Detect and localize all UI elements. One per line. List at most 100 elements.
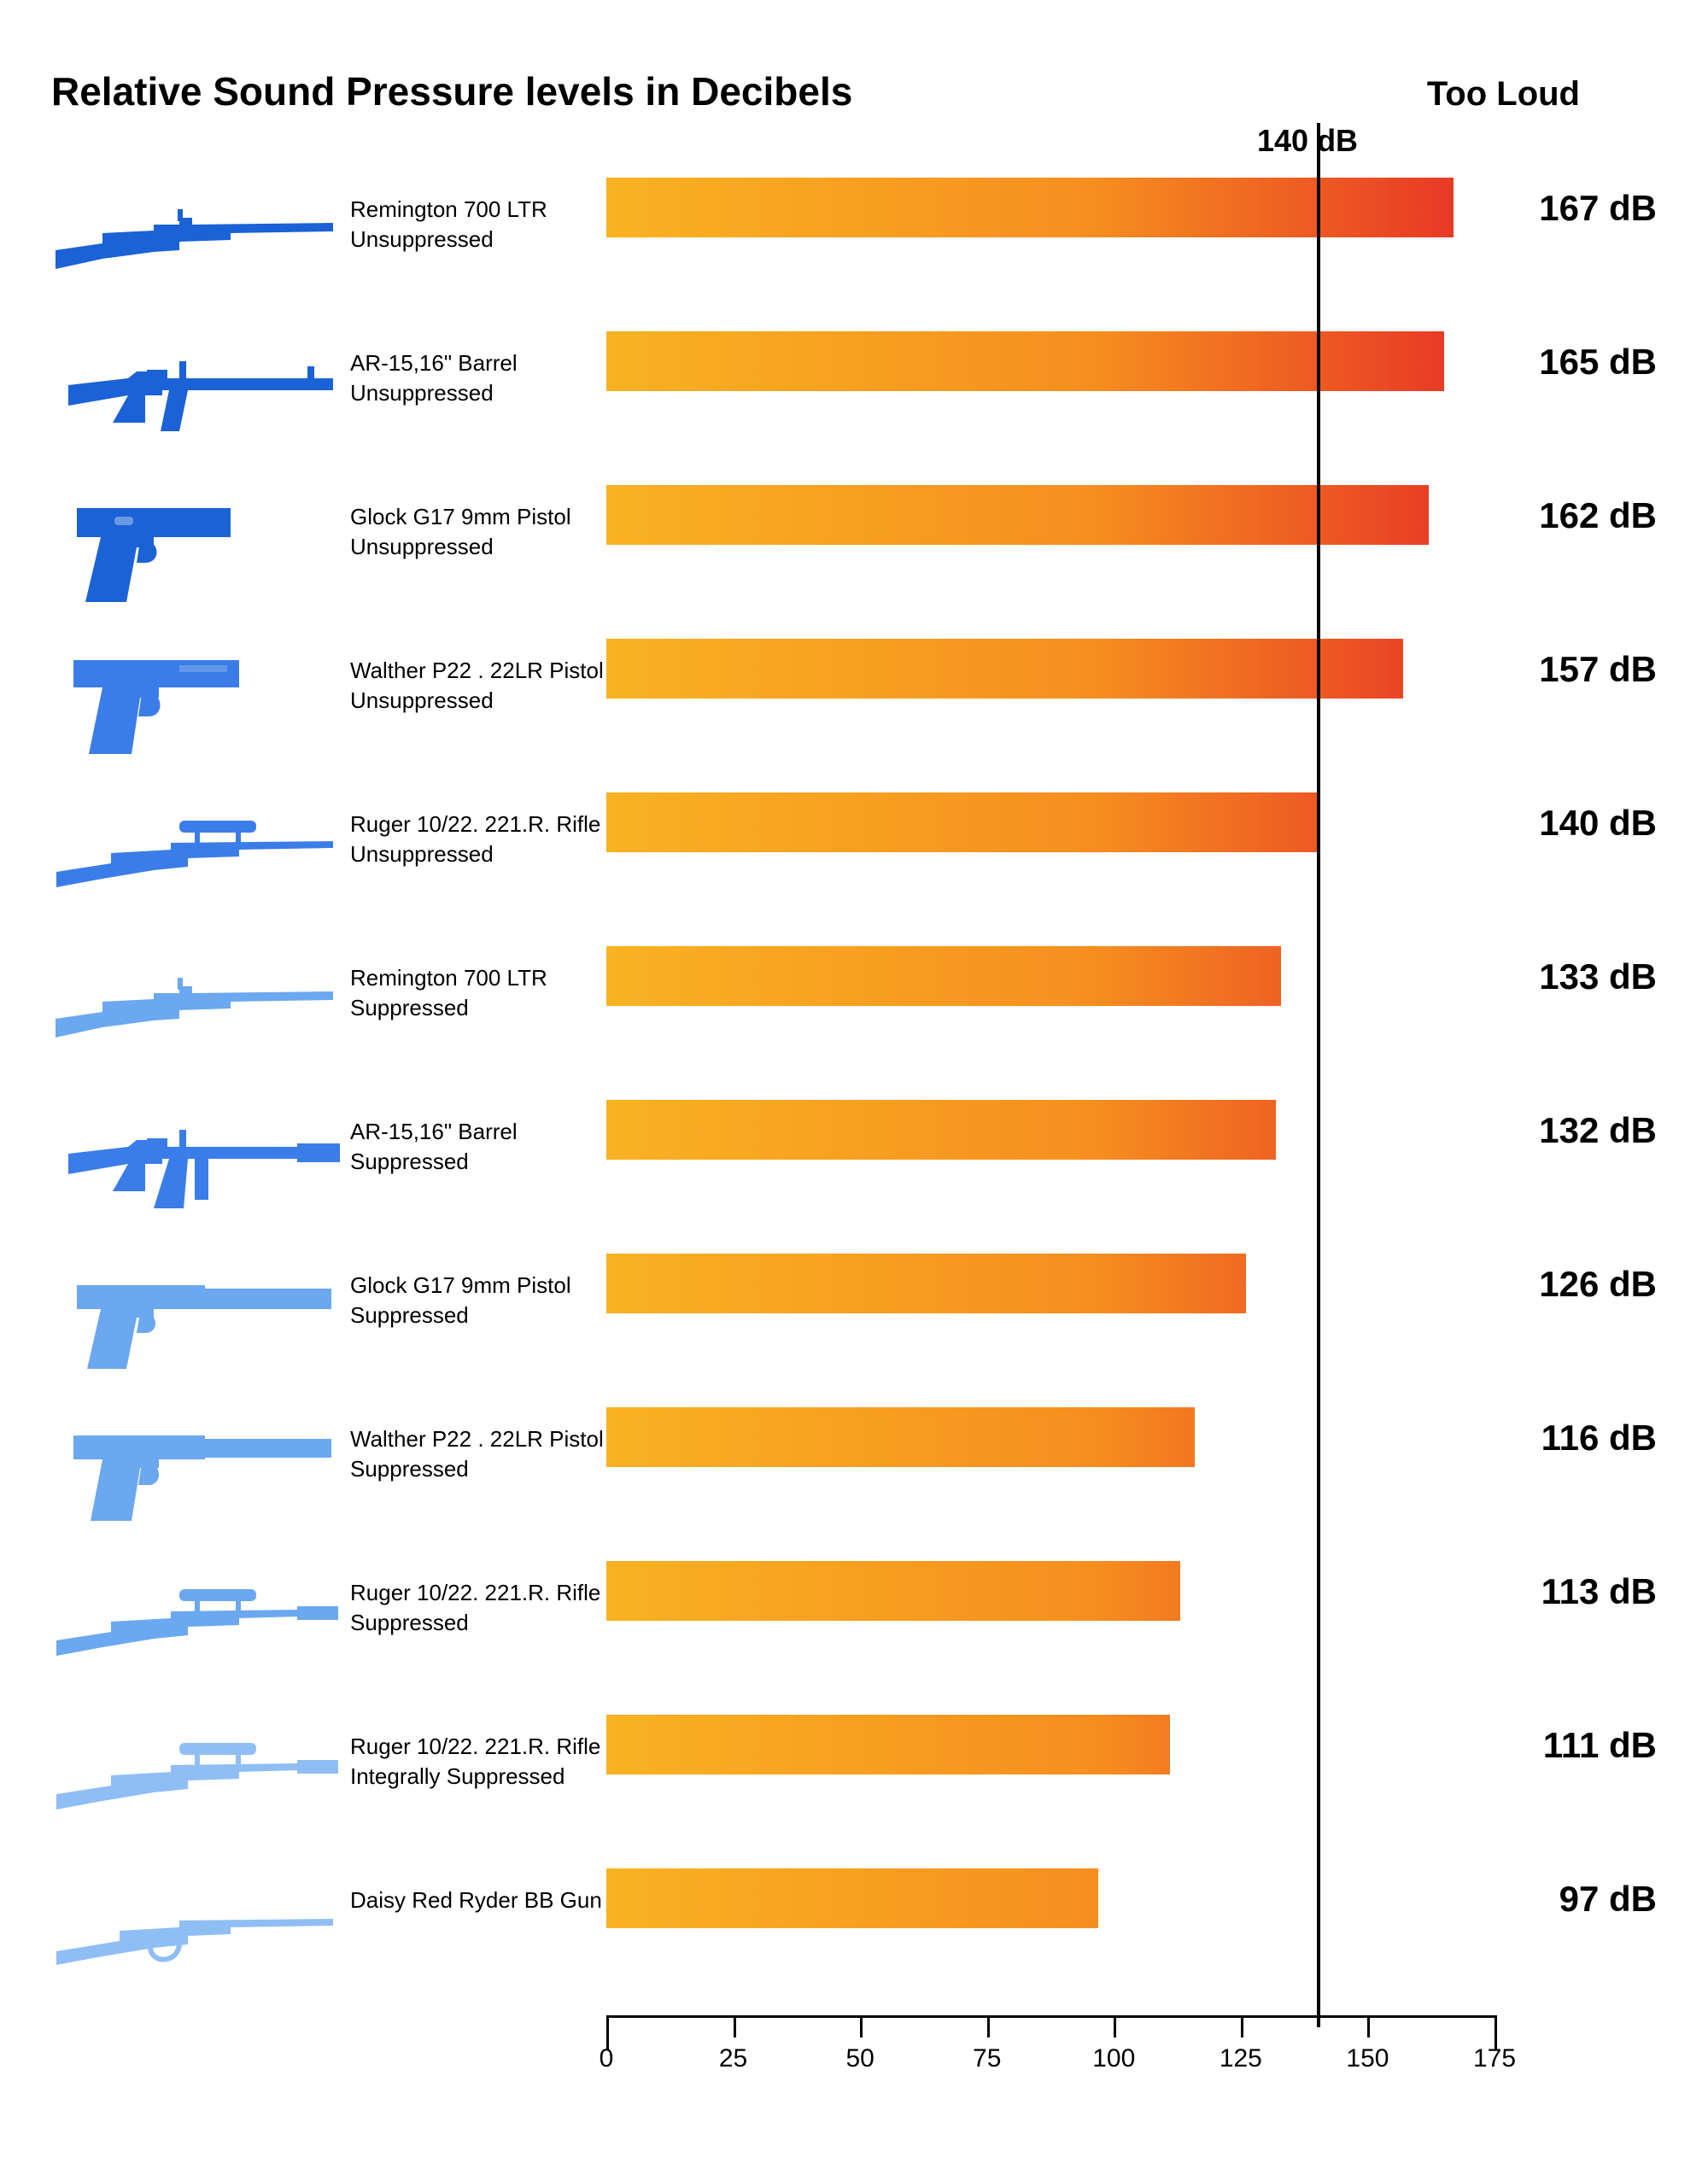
axis-tick-label: 75 — [973, 2044, 1001, 2073]
chart-row: Glock G17 9mm Pistol Unsuppressed 162 dB — [51, 470, 1657, 623]
firearm-icon — [51, 623, 350, 777]
value-label: 157 dB — [1494, 623, 1657, 690]
row-label: Remington 700 LTRSuppressed — [350, 931, 606, 1021]
bar — [606, 1868, 1098, 1928]
value-label: 113 dB — [1494, 1546, 1657, 1612]
value-label: 162 dB — [1494, 470, 1657, 536]
firearm-name: Ruger 10/22. 221.R. Rifle — [350, 811, 606, 838]
bar-track — [606, 1084, 1494, 1238]
chart-title: Relative Sound Pressure levels in Decibe… — [51, 68, 852, 114]
row-label: Daisy Red Ryder BB Gun — [350, 1853, 606, 1914]
bar — [606, 1407, 1195, 1467]
row-label: Walther P22 . 22LR PistolSuppressed — [350, 1392, 606, 1482]
x-axis: 0255075100125150175 — [51, 2015, 1657, 2084]
value-label: 165 dB — [1494, 316, 1657, 383]
bar — [606, 1100, 1276, 1160]
firearm-status: Integrally Suppressed — [350, 1763, 606, 1790]
axis-tick-label: 125 — [1220, 2044, 1262, 2073]
chart-row: AR-15,16" Barrel Unsuppressed 165 dB — [51, 316, 1657, 470]
row-label: AR-15,16" Barrel Suppressed — [350, 1084, 606, 1175]
firearm-icon — [51, 470, 350, 623]
firearm-status: Suppressed — [350, 1610, 606, 1636]
firearm-icon — [51, 1546, 350, 1699]
bar — [606, 1561, 1180, 1621]
row-label: Ruger 10/22. 221.R. Rifle Suppressed — [350, 1546, 606, 1636]
firearm-icon — [51, 1084, 350, 1238]
axis-tick — [1241, 2015, 1243, 2037]
firearm-status: Unsuppressed — [350, 380, 606, 406]
firearm-status: Unsuppressed — [350, 534, 606, 560]
axis-tick-label: 25 — [719, 2044, 747, 2073]
firearm-name: Ruger 10/22. 221.R. Rifle — [350, 1733, 606, 1760]
chart-row: Ruger 10/22. 221.R. Rifle Integrally Supp… — [51, 1699, 1657, 1853]
bar-track — [606, 777, 1494, 931]
axis-tick-label: 100 — [1092, 2044, 1135, 2073]
row-label: Glock G17 9mm Pistol Suppressed — [350, 1238, 606, 1329]
axis-tick-label: 50 — [845, 2044, 874, 2073]
chart-row: Remington 700 LTRSuppressed 133 dB — [51, 931, 1657, 1084]
threshold-label: 140 dB — [1257, 123, 1358, 159]
axis-tick — [734, 2015, 736, 2037]
row-label: AR-15,16" Barrel Unsuppressed — [350, 316, 606, 406]
firearm-name: Glock G17 9mm Pistol — [350, 1272, 606, 1299]
bar-track — [606, 931, 1494, 1084]
axis-tick — [1114, 2015, 1116, 2037]
chart-row: AR-15,16" Barrel Suppressed 132 dB — [51, 1084, 1657, 1238]
chart-row: Ruger 10/22. 221.R. Rifle Suppressed 113 d… — [51, 1546, 1657, 1699]
axis-line — [606, 2015, 1494, 2018]
firearm-name: Ruger 10/22. 221.R. Rifle — [350, 1580, 606, 1606]
firearm-status: Unsuppressed — [350, 841, 606, 868]
bar-track — [606, 162, 1494, 316]
firearm-icon — [51, 1238, 350, 1392]
bar — [606, 178, 1454, 237]
chart-row: Walther P22 . 22LR PistolSuppressed 116 d… — [51, 1392, 1657, 1546]
value-label: 116 dB — [1494, 1392, 1657, 1459]
too-loud-label: Too Loud — [1427, 75, 1580, 114]
firearm-icon — [51, 316, 350, 470]
firearm-name: AR-15,16" Barrel — [350, 1119, 606, 1145]
value-label: 140 dB — [1494, 777, 1657, 844]
bar — [606, 331, 1444, 391]
bar-track — [606, 623, 1494, 777]
chart-row: Walther P22 . 22LR Pistol Unsuppressed 157… — [51, 623, 1657, 777]
row-label: Walther P22 . 22LR Pistol Unsuppressed — [350, 623, 606, 714]
firearm-name: Walther P22 . 22LR Pistol — [350, 658, 606, 684]
value-label: 97 dB — [1494, 1853, 1657, 1920]
value-label: 132 dB — [1494, 1084, 1657, 1151]
firearm-icon — [51, 931, 350, 1084]
bar-track — [606, 1546, 1494, 1699]
firearm-icon — [51, 1699, 350, 1853]
chart-rows: Remington 700 LTRUnsuppressed 167 dB AR-1… — [51, 162, 1657, 2007]
chart-container: 140 dB Remington 700 LTRUnsuppressed 167 … — [51, 123, 1657, 2084]
firearm-status: Suppressed — [350, 1302, 606, 1329]
row-label: Remington 700 LTRUnsuppressed — [350, 162, 606, 253]
bar-track — [606, 1238, 1494, 1392]
firearm-name: AR-15,16" Barrel — [350, 350, 606, 377]
firearm-icon — [51, 1853, 350, 2007]
row-label: Ruger 10/22. 221.R. Rifle Unsuppressed — [350, 777, 606, 868]
axis-tick — [860, 2015, 863, 2037]
firearm-status: Suppressed — [350, 1149, 606, 1175]
axis-tick-label: 0 — [600, 2044, 614, 2073]
value-label: 126 dB — [1494, 1238, 1657, 1305]
bar — [606, 485, 1429, 545]
value-label: 167 dB — [1494, 162, 1657, 229]
row-label: Ruger 10/22. 221.R. Rifle Integrally Supp… — [350, 1699, 606, 1790]
bar — [606, 792, 1317, 852]
firearm-status: Unsuppressed — [350, 687, 606, 714]
firearm-status: Suppressed — [350, 995, 606, 1021]
bar — [606, 946, 1281, 1006]
axis-tick — [1367, 2015, 1370, 2037]
value-label: 133 dB — [1494, 931, 1657, 997]
chart-row: Remington 700 LTRUnsuppressed 167 dB — [51, 162, 1657, 316]
firearm-status: Unsuppressed — [350, 226, 606, 253]
bar-track — [606, 470, 1494, 623]
bar-track — [606, 316, 1494, 470]
firearm-icon — [51, 162, 350, 316]
firearm-name: Walther P22 . 22LR Pistol — [350, 1426, 606, 1453]
chart-row: Ruger 10/22. 221.R. Rifle Unsuppressed 140… — [51, 777, 1657, 931]
bar-track — [606, 1853, 1494, 2007]
firearm-name: Glock G17 9mm Pistol — [350, 504, 606, 530]
bar-track — [606, 1699, 1494, 1853]
axis-tick — [987, 2015, 990, 2037]
